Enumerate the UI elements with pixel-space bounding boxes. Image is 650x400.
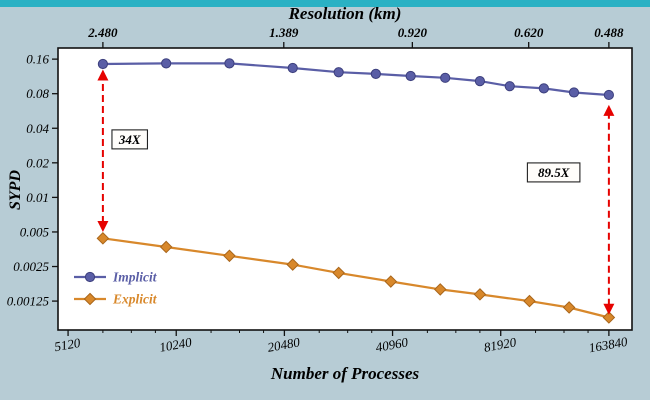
arrowhead-up-icon — [97, 69, 109, 81]
legend-marker-explicit — [83, 292, 97, 306]
top-tick-label: 1.389 — [269, 25, 299, 40]
x-tick-label: 81920 — [483, 334, 518, 355]
y-tick-label: 0.005 — [20, 224, 50, 239]
x-tick-label: 163840 — [588, 334, 630, 356]
explicit-point — [523, 294, 536, 308]
legend-label-explicit: Explicit — [112, 292, 158, 307]
explicit-point — [473, 288, 487, 301]
arrowhead-down-icon — [97, 220, 109, 232]
implicit-point — [474, 75, 486, 87]
explicit-point — [433, 283, 447, 296]
implicit-point — [287, 62, 298, 74]
arrowhead-down-icon — [603, 303, 615, 315]
explicit-point — [332, 266, 345, 280]
x-axis-title: Number of Processes — [270, 364, 420, 383]
implicit-point — [97, 58, 108, 70]
explicit-point — [286, 258, 300, 271]
y-tick-label: 0.04 — [26, 121, 49, 136]
plot-area — [57, 47, 633, 331]
speedup-label-box — [526, 162, 581, 183]
implicit-point — [224, 58, 235, 69]
x-tick-label: 20480 — [266, 334, 301, 355]
explicit-point — [159, 240, 173, 254]
top-tick-label: 0.620 — [514, 25, 544, 40]
x-tick-label: 10240 — [158, 334, 193, 355]
explicit-point — [602, 311, 616, 324]
window-top-strip — [0, 0, 650, 7]
top-tick-label: 2.480 — [87, 25, 118, 40]
arrowhead-up-icon — [603, 104, 615, 116]
x-tick-label: 40960 — [374, 334, 409, 355]
y-tick-label: 0.01 — [26, 190, 49, 205]
top-tick-label: 0.488 — [594, 25, 624, 40]
speedup-label-box — [111, 129, 149, 150]
legend-marker-implicit — [84, 271, 96, 283]
legend-label-implicit: Implicit — [112, 270, 158, 285]
y-tick-label: 0.08 — [26, 86, 49, 101]
y-tick-label: 0.0025 — [13, 259, 49, 274]
implicit-point — [405, 70, 416, 82]
x-tick-label: 5120 — [53, 335, 82, 354]
implicit-point — [333, 67, 344, 78]
top-tick-label: 0.920 — [398, 25, 428, 40]
y-tick-label: 0.02 — [26, 155, 49, 170]
top-axis-title: Resolution (km) — [288, 4, 402, 23]
speedup-label: 34X — [118, 132, 141, 147]
implicit-point — [440, 72, 451, 83]
implicit-point — [568, 87, 580, 98]
implicit-point — [538, 83, 549, 94]
implicit-point — [161, 58, 172, 69]
y-tick-label: 0.16 — [26, 52, 49, 67]
explicit-point — [384, 275, 398, 288]
y-tick-label: 0.00125 — [7, 294, 50, 309]
implicit-point — [603, 89, 614, 101]
explicit-point — [96, 232, 110, 245]
explicit-point — [223, 249, 236, 263]
explicit-point — [562, 301, 576, 314]
implicit-point — [504, 81, 515, 92]
speedup-label: 89.5X — [538, 165, 570, 180]
implicit-point — [370, 68, 381, 79]
